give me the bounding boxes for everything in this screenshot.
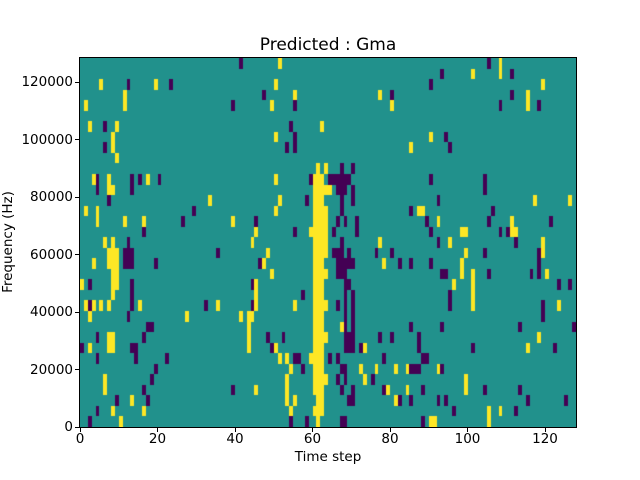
y-tick-label: 60000 <box>30 246 73 263</box>
y-tick-mark <box>75 369 79 371</box>
y-tick-mark <box>75 81 79 83</box>
y-tick-label: 80000 <box>30 189 73 206</box>
x-tick-mark <box>544 428 546 432</box>
x-tick-label: 100 <box>454 431 481 447</box>
y-tick-mark <box>75 139 79 141</box>
x-tick-label: 0 <box>75 431 85 447</box>
x-tick-label: 80 <box>381 431 399 447</box>
y-tick-label: 100000 <box>21 131 73 148</box>
y-tick-label: 120000 <box>21 74 73 91</box>
chart-title: Predicted : Gma <box>259 35 397 55</box>
x-tick-label: 60 <box>303 431 322 447</box>
x-tick-mark <box>234 428 236 432</box>
x-tick-mark <box>389 428 391 432</box>
x-tick-label: 40 <box>226 431 244 447</box>
x-tick-mark <box>467 428 468 432</box>
y-tick-label: 20000 <box>30 361 73 378</box>
y-tick-label: 0 <box>64 419 73 435</box>
x-axis-label: Time step <box>294 449 362 465</box>
y-tick-label: 40000 <box>30 304 73 321</box>
y-tick-mark <box>75 254 79 256</box>
y-axis-label: Frequency (Hz) <box>0 191 16 293</box>
y-tick-mark <box>75 426 79 428</box>
x-tick-mark <box>157 428 158 432</box>
y-tick-mark <box>75 311 79 313</box>
y-tick-mark <box>75 196 79 198</box>
heatmap-canvas <box>80 58 576 427</box>
x-tick-mark <box>312 428 313 432</box>
x-tick-label: 120 <box>532 431 558 447</box>
x-tick-mark <box>79 428 81 432</box>
x-tick-label: 20 <box>148 431 167 447</box>
